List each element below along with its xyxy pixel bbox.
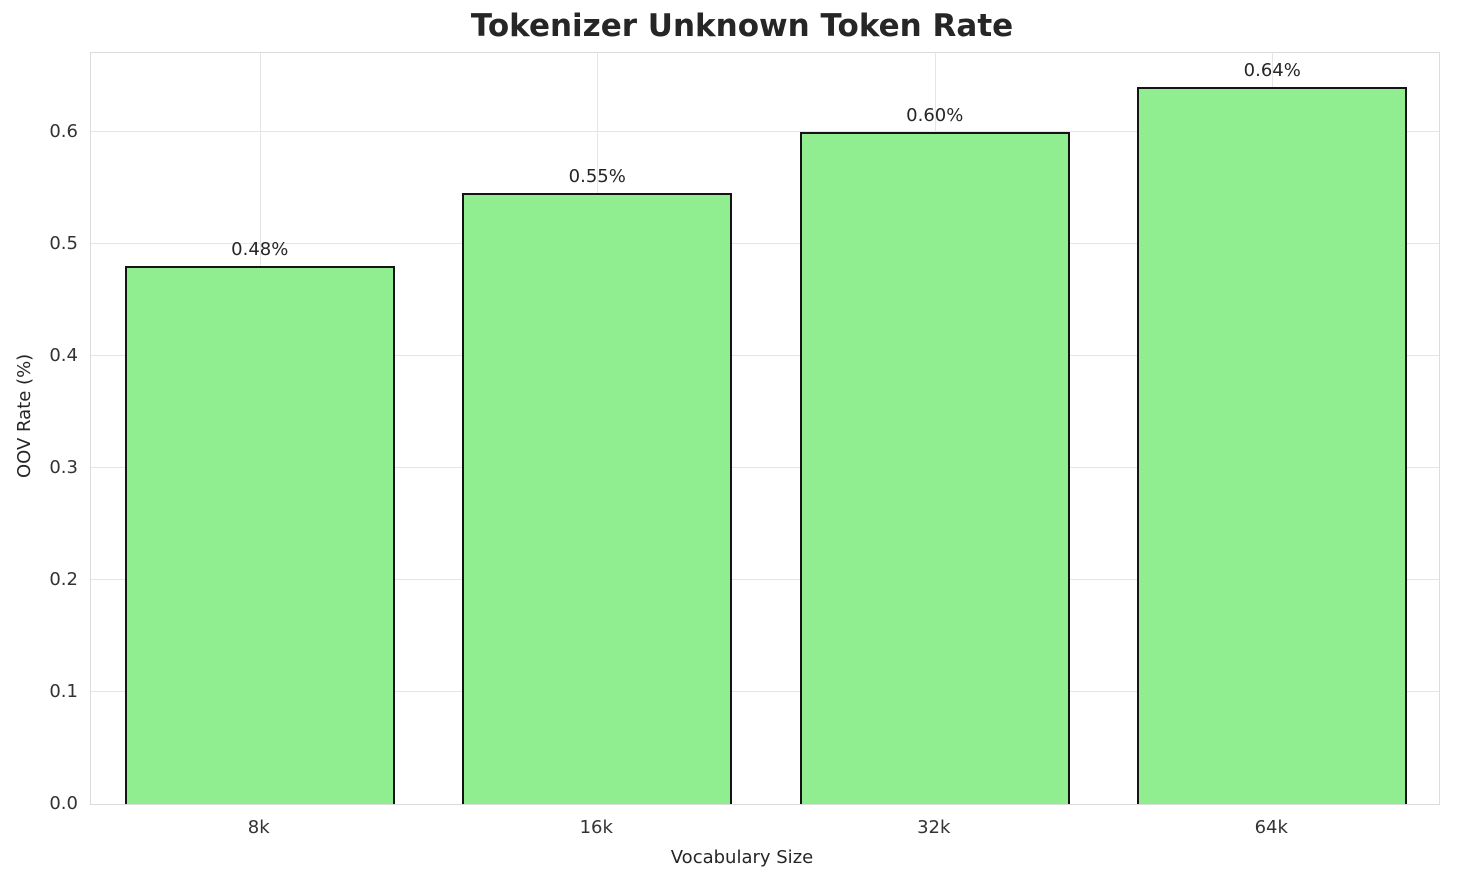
x-tick-label: 16k [579, 817, 613, 838]
bar-64k [1137, 86, 1408, 804]
y-tick-label: 0.0 [49, 793, 78, 814]
bar-16k [462, 193, 733, 804]
bar-value-label: 0.60% [906, 104, 964, 126]
gridline-horizontal [91, 242, 1439, 244]
plot-area: 0.48% 0.55% 0.60% 0.64% [90, 52, 1440, 805]
gridline-horizontal [91, 690, 1439, 692]
y-tick-label: 0.5 [49, 232, 78, 254]
y-tick-label: 0.3 [49, 456, 78, 478]
gridline-horizontal [91, 466, 1439, 468]
bar-8k [124, 266, 395, 804]
gridline-horizontal [91, 130, 1439, 132]
bar-value-label: 0.64% [1243, 59, 1301, 81]
x-tick-label: 32k [917, 817, 951, 838]
gridline-horizontal [91, 354, 1439, 356]
y-tick-label: 0.1 [49, 680, 78, 702]
bar-value-label: 0.55% [568, 166, 626, 188]
bar-32k [799, 131, 1070, 804]
x-axis-label: Vocabulary Size [670, 847, 814, 868]
bar-value-label: 0.48% [231, 239, 289, 261]
chart-title: Tokenizer Unknown Token Rate [470, 8, 1014, 44]
gridline-horizontal [91, 578, 1439, 580]
y-tick-label: 0.6 [49, 120, 78, 142]
x-tick-label: 64k [1254, 817, 1288, 838]
x-tick-label: 8k [247, 817, 270, 838]
y-tick-label: 0.2 [49, 568, 78, 590]
y-tick-label: 0.4 [49, 344, 78, 366]
